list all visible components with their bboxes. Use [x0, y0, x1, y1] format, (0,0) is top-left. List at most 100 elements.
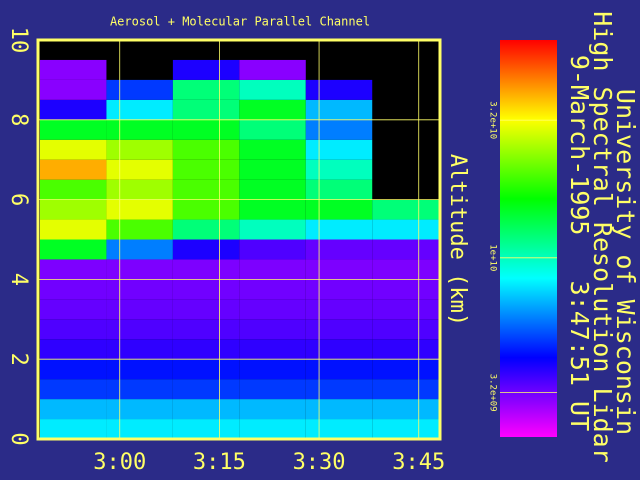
heatmap-cell	[106, 179, 173, 200]
heatmap-cell	[372, 299, 439, 320]
heatmap-cell	[106, 339, 173, 360]
heatmap-cell	[39, 419, 107, 439]
x-tick-label: 3:00	[93, 450, 146, 475]
heatmap-cell	[239, 379, 306, 400]
heatmap-cell	[305, 119, 373, 140]
annotation: 9-March-1995 3:47:51 UT	[565, 55, 594, 431]
heatmap-cell	[172, 79, 240, 100]
heatmap-cell	[239, 299, 306, 320]
x-tick-label: 3:30	[293, 450, 346, 475]
heatmap-cell	[305, 339, 373, 360]
heatmap-cell	[106, 419, 173, 439]
heatmap-cell	[239, 119, 306, 140]
heatmap-cell	[305, 399, 373, 420]
heatmap-cell	[239, 59, 306, 80]
heatmap-cell	[172, 259, 240, 280]
y-tick-label: 6	[6, 193, 31, 206]
heatmap-cell	[172, 219, 240, 240]
heatmap-cell	[239, 319, 306, 340]
y-tick-label: 10	[6, 27, 31, 54]
heatmap-cell	[172, 279, 240, 300]
heatmap-cell	[239, 259, 306, 280]
heatmap-cell	[106, 119, 173, 140]
heatmap-cell	[172, 419, 240, 439]
heatmap-cell	[372, 279, 439, 300]
colorbar-tick-label: 1e+10	[488, 244, 498, 271]
y-tick-label: 0	[6, 432, 31, 445]
heatmap-cell	[372, 239, 439, 260]
x-tick-label: 3:45	[392, 450, 445, 475]
heatmap-cell	[172, 339, 240, 360]
heatmap-cell	[305, 179, 373, 200]
heatmap-cell	[239, 239, 306, 260]
heatmap-cell	[106, 259, 173, 280]
heatmap-cell	[106, 199, 173, 220]
colorbar	[500, 40, 557, 437]
heatmap-cell	[372, 379, 439, 400]
heatmap-cell	[305, 419, 373, 439]
heatmap-cell	[239, 79, 306, 100]
heatmap-cell	[305, 359, 373, 380]
heatmap-cell	[239, 339, 306, 360]
heatmap-cell	[106, 79, 173, 100]
heatmap-cell	[39, 239, 107, 260]
heatmap-cell	[172, 379, 240, 400]
heatmap-cell	[372, 319, 439, 340]
heatmap-cell	[39, 379, 107, 400]
heatmap-cell	[106, 219, 173, 240]
heatmap-cell	[172, 59, 240, 80]
heatmap-cell	[172, 179, 240, 200]
heatmap-cell	[239, 399, 306, 420]
heatmap-cell	[172, 359, 240, 380]
heatmap-cell	[372, 359, 439, 380]
y-tick-label: 4	[6, 273, 31, 286]
heatmap-cell	[39, 119, 107, 140]
heatmap-cell	[106, 359, 173, 380]
heatmap-cell	[239, 99, 306, 120]
chart-title: Aerosol + Molecular Parallel Channel	[110, 15, 370, 29]
heatmap-cell	[372, 339, 439, 360]
heatmap-cell	[39, 299, 107, 320]
heatmap-cell	[305, 319, 373, 340]
colorbar-tick-label: 3.2e+09	[488, 374, 498, 412]
heatmap-cell	[39, 79, 107, 100]
heatmap-cell	[39, 259, 107, 280]
y-axis-label: Altitude (km)	[445, 154, 470, 326]
heatmap-cell	[239, 179, 306, 200]
annotation: University of Wisconsin	[611, 89, 640, 435]
heatmap-cell	[172, 319, 240, 340]
heatmap-cell	[106, 319, 173, 340]
heatmap-cell	[305, 99, 373, 120]
heatmap-cell	[305, 279, 373, 300]
heatmap-cell	[239, 139, 306, 160]
heatmap-cell	[172, 99, 240, 120]
heatmap-cell	[239, 359, 306, 380]
plot-frame	[36, 38, 442, 441]
heatmap-cell	[39, 339, 107, 360]
heatmap-cell	[172, 119, 240, 140]
heatmap-cell	[39, 359, 107, 380]
annotation: High Spectral Resolution Lidar	[588, 11, 617, 463]
heatmap-cell	[305, 239, 373, 260]
heatmap-cell	[106, 159, 173, 180]
heatmap-cell	[39, 399, 107, 420]
heatmap-cell	[172, 199, 240, 220]
heatmap-cell	[39, 219, 107, 240]
heatmap-cell	[39, 319, 107, 340]
heatmap-cell	[372, 419, 439, 439]
heatmap-cell	[305, 79, 373, 100]
heatmap-cell	[106, 399, 173, 420]
heatmap-cell	[172, 239, 240, 260]
y-tick-label: 8	[6, 113, 31, 126]
heatmap-cell	[239, 419, 306, 439]
heatmap-cell	[172, 139, 240, 160]
heatmap-cell	[39, 139, 107, 160]
heatmap-cell	[39, 99, 107, 120]
heatmap-cell	[39, 59, 107, 80]
heatmap-cell	[39, 279, 107, 300]
heatmap-cell	[372, 199, 439, 220]
heatmap-cell	[172, 299, 240, 320]
heatmap-cell	[305, 199, 373, 220]
heatmap-cell	[372, 219, 439, 240]
